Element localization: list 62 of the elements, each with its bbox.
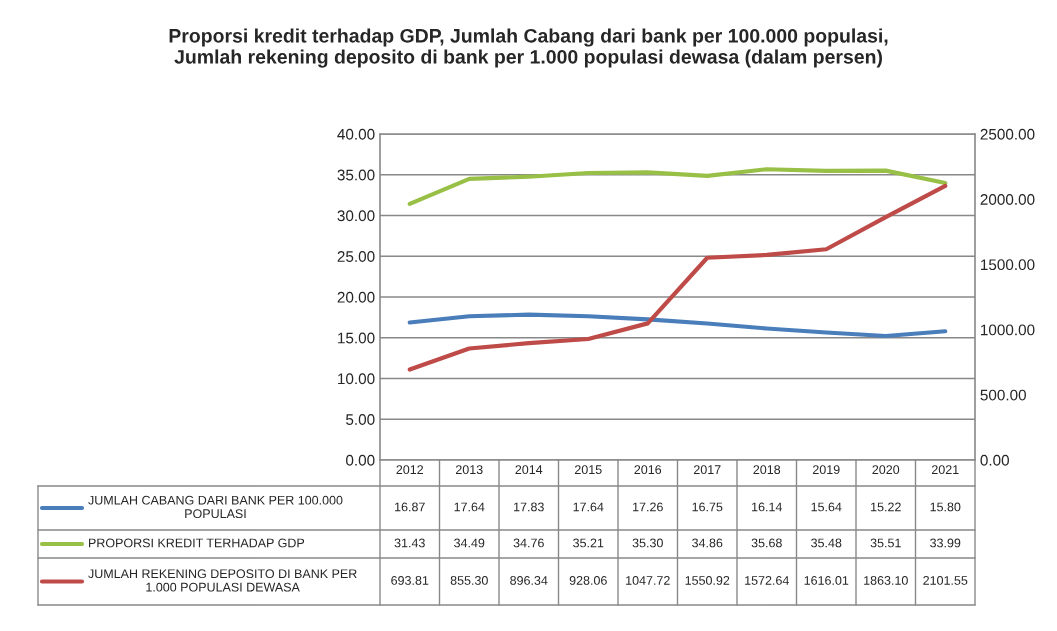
data-label: 35.68 xyxy=(751,538,782,548)
line-series xyxy=(407,312,948,339)
data-label: 31.43 xyxy=(394,538,425,548)
y-tick-label: 25.00 xyxy=(337,251,375,262)
x-tick-label: 2014 xyxy=(515,465,543,475)
x-tick-label: 2021 xyxy=(931,465,959,475)
x-tick-label: 2015 xyxy=(574,465,602,475)
line-series xyxy=(407,167,948,206)
legend-label: JUMLAH REKENING DEPOSITO DI BANK PER 1.000 POPULASI DEWASA xyxy=(88,569,357,592)
x-tick-label: 2018 xyxy=(753,465,781,475)
data-label: 35.48 xyxy=(811,538,842,548)
data-label: 33.99 xyxy=(930,538,961,548)
data-label: 1616.01 xyxy=(804,576,849,585)
x-tick-label: 2020 xyxy=(872,465,900,475)
x-tick-label: 2019 xyxy=(812,465,840,475)
data-label: 16.14 xyxy=(752,502,783,512)
data-label: 17.64 xyxy=(573,502,604,512)
y2-tick-label: 500.00 xyxy=(980,389,1026,401)
data-label: 1863.10 xyxy=(864,576,908,585)
data-label: 15.22 xyxy=(871,502,901,512)
data-label: 855.30 xyxy=(450,576,488,585)
line-series xyxy=(407,183,948,372)
data-label: 1550.92 xyxy=(685,576,730,585)
data-label: 896.34 xyxy=(510,576,548,585)
data-label: 35.30 xyxy=(632,538,663,548)
data-label: 16.87 xyxy=(395,502,425,512)
x-tick-label: 2012 xyxy=(396,465,424,475)
data-label: 35.51 xyxy=(870,538,901,548)
y-tick-label: 20.00 xyxy=(337,291,375,303)
data-label: 693.81 xyxy=(391,576,429,585)
y-tick-label: 10.00 xyxy=(338,373,375,385)
y-tick-label: 35.00 xyxy=(337,169,375,181)
data-label: 1572.64 xyxy=(745,576,789,585)
y2-tick-label: 2000.00 xyxy=(980,194,1035,205)
x-tick-label: 2013 xyxy=(455,465,483,475)
y-tick-label: 40.00 xyxy=(337,128,375,140)
y-tick-label: 5.00 xyxy=(346,414,375,425)
legend-label: PROPORSI KREDIT TERHADAP GDP xyxy=(89,538,305,548)
data-label: 2101.55 xyxy=(923,576,968,585)
y-tick-label: 30.00 xyxy=(337,210,375,222)
data-label: 34.86 xyxy=(692,538,723,548)
x-tick-label: 2016 xyxy=(634,465,662,475)
chart-title: Proporsi kredit terhadap GDP, Jumlah Cabang dari bank per 100.000 populasi, Jumlah rekening deposito di bank per 1.000 populasi dewasa (dalam persen) xyxy=(169,28,888,68)
y2-tick-label: 1500.00 xyxy=(981,259,1035,271)
data-label: 34.76 xyxy=(513,538,544,548)
y2-tick-label: 2500.00 xyxy=(980,128,1035,140)
legend-label: JUMLAH CABANG DARI BANK PER 100.000 POPULASI xyxy=(88,495,343,519)
data-label: 15.64 xyxy=(811,502,842,512)
y-tick-label: 0.00 xyxy=(346,454,375,466)
data-label: 34.49 xyxy=(454,538,485,548)
data-label: 928.06 xyxy=(569,576,607,585)
y2-tick-label: 0.00 xyxy=(980,454,1009,466)
y-tick-label: 15.00 xyxy=(338,332,375,344)
x-tick-label: 2017 xyxy=(693,465,721,475)
data-label: 15.80 xyxy=(930,502,961,512)
data-label: 17.83 xyxy=(514,502,544,512)
data-label: 17.64 xyxy=(454,502,485,512)
data-label: 35.21 xyxy=(573,538,604,548)
y2-tick-label: 1000.00 xyxy=(981,324,1035,336)
data-label: 1047.72 xyxy=(626,576,670,585)
data-label: 16.75 xyxy=(692,502,723,512)
data-label: 17.26 xyxy=(633,502,663,512)
